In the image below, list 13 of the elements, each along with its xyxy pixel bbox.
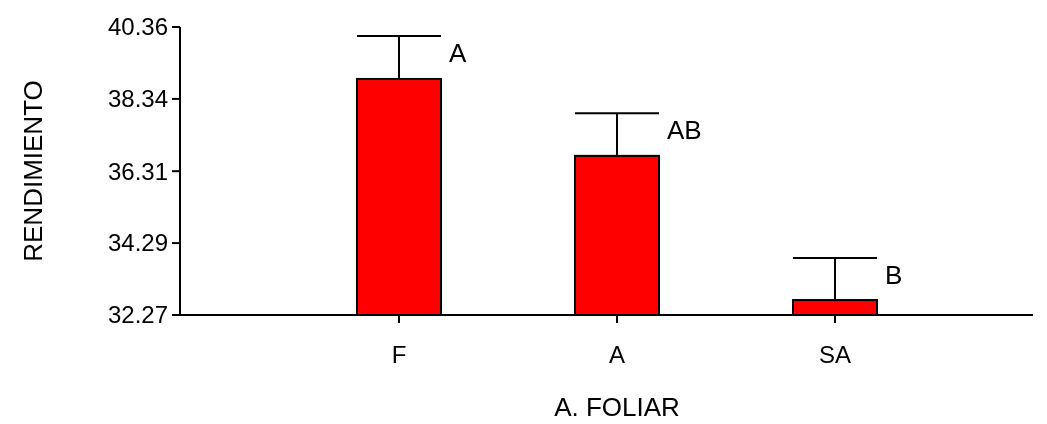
y-tick-label: 32.27 [107,301,168,329]
annotation: AB [667,115,702,146]
y-tick-label: 38.34 [107,85,168,113]
annotation: A [449,37,467,68]
x-tick-label: SA [818,341,852,368]
annotation: B [885,260,903,291]
y-tick-label: 40.36 [107,13,168,41]
x-tick-label: F [391,341,407,368]
x-tick-label: A [608,341,626,368]
y-tick-label: 34.29 [107,229,168,257]
x-axis-title: A. FOLIAR [554,392,680,422]
y-tick-label: 36.31 [107,157,168,185]
y-axis-title: RENDIMIENTO [18,80,48,262]
